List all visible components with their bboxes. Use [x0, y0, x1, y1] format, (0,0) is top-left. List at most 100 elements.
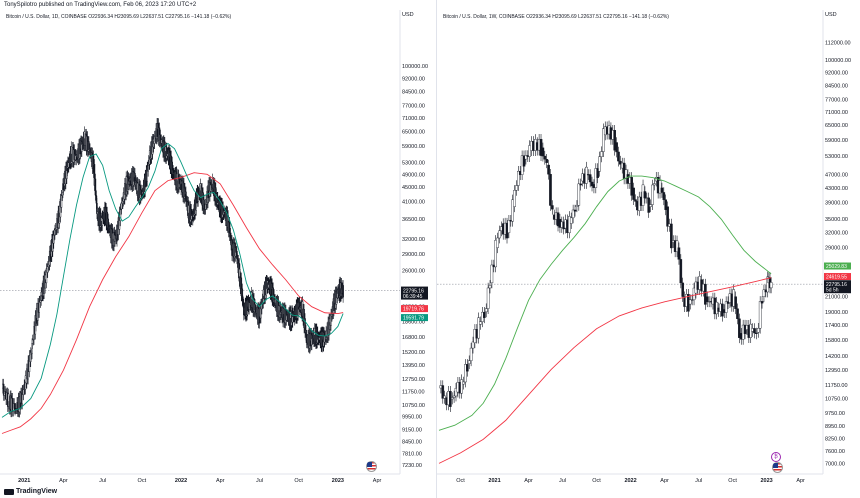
candle-body — [543, 155, 547, 160]
y-tick-label: 7000.00 — [825, 461, 845, 467]
ma-price-tag — [401, 305, 428, 313]
candle-body — [670, 223, 673, 249]
candle-body — [704, 283, 707, 305]
last-price-tag-label: 22795.16 — [403, 288, 424, 294]
last-price-tag-label: 22795.16 — [826, 282, 847, 288]
candle-body — [443, 395, 446, 399]
candle-body — [734, 296, 737, 309]
y-tick-label: 32000.00 — [825, 231, 848, 237]
candle-body — [653, 183, 656, 186]
candle-body — [634, 199, 637, 202]
candle-body — [649, 204, 652, 207]
candle-body — [494, 240, 497, 268]
x-tick-label: 2023 — [760, 478, 772, 484]
candle-body — [632, 187, 635, 200]
y-tick-label: 19000.00 — [825, 310, 848, 316]
y-tick-label: 71000.00 — [402, 116, 425, 122]
candle-body — [762, 289, 766, 297]
candle-body — [705, 296, 709, 302]
x-tick-label: Apr — [660, 478, 669, 484]
chart-daily-svg[interactable]: USD 100000.00 92000.00 84500.00 77000.00 7100… — [0, 0, 430, 498]
y-tick-label: 92000.00 — [825, 71, 848, 77]
candle-body — [579, 183, 582, 186]
y-tick-label: 26000.00 — [402, 269, 425, 275]
ma-price-tag-label: 25029.83 — [826, 264, 847, 270]
ma-price-tag-label: 24619.55 — [826, 274, 847, 280]
candle-body — [496, 237, 499, 248]
symbol-legend-daily: Bitcoin / U.S. Dollar, 1D, COINBASE O229… — [6, 14, 232, 20]
x-tick-label: Oct — [728, 478, 737, 484]
candle-body — [479, 321, 482, 325]
candle-body — [596, 168, 599, 178]
y-tick-label: 92000.00 — [402, 77, 425, 83]
y-tick-label: 39000.00 — [825, 201, 848, 207]
x-tick-label: 2021 — [488, 478, 500, 484]
candle-body — [460, 379, 463, 394]
us-flag-icon[interactable] — [366, 461, 377, 472]
y-tick-label: 65000.00 — [402, 129, 425, 135]
candle-body — [662, 192, 666, 200]
chart-weekly-svg[interactable]: USD 112000.00 100000.00 92000.00 84500.00 770… — [437, 0, 860, 498]
candle-body — [13, 403, 16, 409]
candle-body — [617, 151, 620, 162]
y-tick-label: 14200.00 — [825, 354, 848, 360]
y-tick-label: 21000.00 — [825, 295, 848, 301]
tradingview-logo-icon — [4, 488, 14, 495]
y-tick-label: 53000.00 — [825, 154, 848, 160]
candle-body — [547, 164, 550, 175]
candle-body — [488, 285, 492, 289]
candle-body — [755, 332, 758, 335]
y-tick-label: 59000.00 — [825, 138, 848, 144]
y-tick-label: 16800.00 — [402, 335, 425, 341]
currency-label: USD — [825, 12, 837, 18]
y-tick-label: 43000.00 — [825, 186, 848, 192]
candle-body — [760, 301, 764, 304]
y-tick-label: 49000.00 — [402, 172, 425, 178]
tradingview-logo: TradingView — [4, 488, 57, 495]
candle-body — [724, 301, 728, 313]
y-tick-label: 15800.00 — [825, 338, 848, 344]
y-tick-label: 41000.00 — [402, 199, 425, 205]
candle-body — [469, 347, 473, 361]
x-tick-label: Apr — [796, 478, 805, 484]
y-tick-label: 100000.00 — [402, 64, 428, 70]
y-tick-label: 8950.00 — [825, 424, 845, 430]
currency-label: USD — [402, 12, 414, 18]
candle-body — [588, 174, 592, 183]
y-tick-label: 77000.00 — [825, 98, 848, 104]
event-marker-icon[interactable]: ₿ — [771, 452, 781, 462]
candle-body — [688, 299, 692, 305]
candle-body — [462, 381, 465, 385]
candle-body — [736, 308, 739, 320]
candle-body — [498, 230, 501, 239]
last-price-tag — [401, 286, 428, 300]
candle-body — [486, 287, 490, 309]
y-tick-label: 29000.00 — [825, 246, 848, 252]
candle-body — [342, 285, 344, 298]
us-flag-icon[interactable] — [772, 462, 783, 473]
candle-body — [517, 170, 520, 186]
candle-body — [464, 364, 467, 383]
x-tick-label: Apr — [216, 478, 225, 484]
x-tick-label: 2022 — [175, 478, 187, 484]
y-tick-label: 9150.00 — [402, 427, 422, 433]
x-tick-label: 2021 — [18, 478, 30, 484]
x-tick-label: Jul — [256, 478, 263, 484]
candle-body — [484, 308, 488, 313]
x-tick-label: Oct — [138, 478, 147, 484]
candle-body — [467, 360, 471, 364]
candle-body — [490, 264, 494, 284]
y-tick-label: 7600.00 — [825, 449, 845, 455]
y-tick-label: 35000.00 — [825, 217, 848, 223]
candle-body — [551, 205, 554, 210]
candle-body — [666, 206, 669, 227]
chart-panel-weekly[interactable]: Bitcoin / U.S. Dollar, 1W, COINBASE O229… — [436, 0, 860, 498]
candle-body — [466, 364, 469, 372]
candle-body — [568, 216, 571, 234]
y-tick-label: 112000.00 — [825, 41, 851, 47]
candle-body — [619, 160, 622, 165]
candle-body — [577, 183, 581, 206]
chart-panel-daily[interactable]: Bitcoin / U.S. Dollar, 1D, COINBASE O229… — [0, 0, 430, 498]
x-tick-label: 2023 — [332, 478, 344, 484]
candle-body — [522, 155, 526, 167]
